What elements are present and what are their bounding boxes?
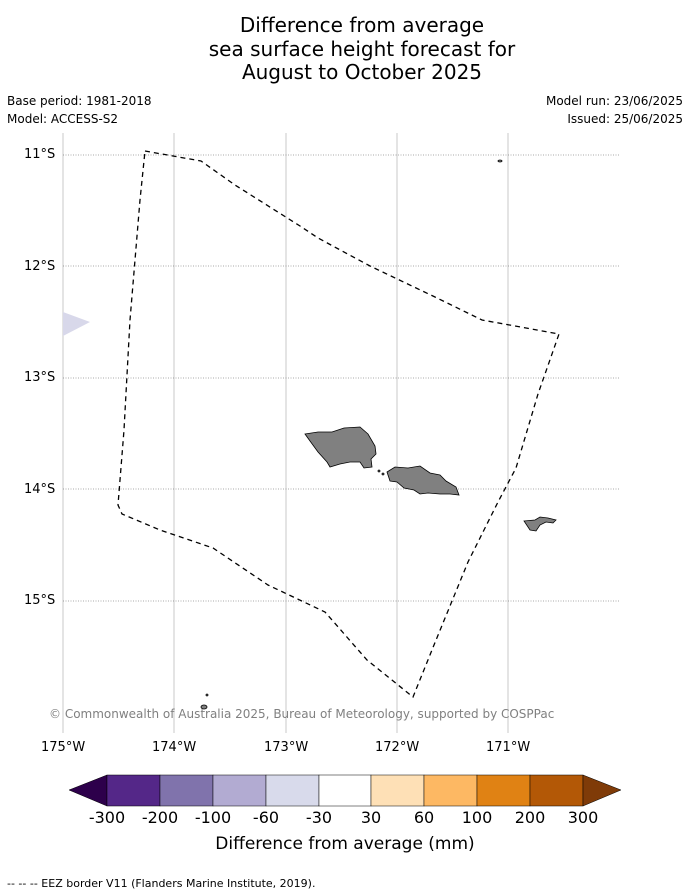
eez-footnote: -- -- -- EEZ border V11 (Flanders Marine… (7, 877, 316, 890)
colorbar-label-1: -300 (88, 808, 126, 827)
islet-apolima (377, 469, 381, 473)
anomaly-shading-patch (63, 312, 90, 336)
lat-tick-15s: 15°S (24, 593, 56, 608)
colorbar-label-7: 60 (413, 808, 435, 827)
base-period: Base period: 1981-2018 (7, 94, 152, 108)
colorbar-bin-4 (265, 774, 320, 807)
colorbar-label-2: -200 (141, 808, 179, 827)
land (200, 159, 557, 710)
island-tutuila (523, 516, 557, 532)
islet-manono (381, 472, 385, 476)
islet-south-2 (205, 693, 209, 697)
lon-tick-174w: 174°W (152, 740, 197, 755)
colorbar-label-3: -100 (194, 808, 232, 827)
lat-tick-14s: 14°S (24, 482, 56, 497)
meta-left: Base period: 1981-2018 Model: ACCESS-S2 (7, 94, 152, 130)
eez-boundary (117, 150, 560, 699)
colorbar-extend-high (582, 774, 622, 807)
colorbar-bin-2 (159, 774, 214, 807)
colorbar-label-9: 200 (514, 808, 546, 827)
lat-tick-11s: 11°S (24, 147, 56, 162)
colorbar-label-6: 30 (360, 808, 382, 827)
colorbar-bin-7 (423, 774, 478, 807)
title-line-2: sea surface height forecast for (208, 36, 516, 61)
title-line-3: August to October 2025 (241, 60, 483, 84)
lon-tick-173w: 173°W (264, 740, 309, 755)
colorbar-label-5: -30 (305, 808, 333, 827)
colorbar-bin-6 (370, 774, 425, 807)
lat-tick-13s: 13°S (24, 370, 56, 385)
island-savaii (304, 426, 377, 469)
graticule (62, 133, 509, 733)
lon-tick-172w: 172°W (375, 740, 420, 755)
colorbar-bin-1 (106, 774, 161, 807)
lon-tick-175w: 175°W (41, 740, 86, 755)
colorbar-bin-8 (476, 774, 531, 807)
model-name: Model: ACCESS-S2 (7, 112, 119, 126)
colorbar (68, 774, 622, 807)
meta-right: Model run: 23/06/2025 Issued: 25/06/2025 (546, 94, 683, 130)
title-line-1: Difference from average (239, 13, 485, 37)
parallels (63, 154, 620, 602)
copyright-notice: © Commonwealth of Australia 2025, Bureau… (49, 707, 555, 721)
colorbar-bin-9 (529, 774, 584, 807)
colorbar-extend-low (68, 774, 108, 807)
colorbar-label-4: -60 (252, 808, 280, 827)
colorbar-bin-5 (318, 774, 372, 807)
model-run: Model run: 23/06/2025 (545, 94, 683, 108)
island-upolu (386, 465, 460, 496)
colorbar-label-10: 300 (567, 808, 599, 827)
colorbar-title: Difference from average (mm) (215, 834, 475, 854)
lon-tick-171w: 171°W (486, 740, 531, 755)
issued-date: Issued: 25/06/2025 (567, 112, 683, 126)
islet-north (497, 159, 503, 163)
lat-tick-12s: 12°S (24, 259, 56, 274)
islet-south (200, 704, 208, 710)
colorbar-bin-3 (212, 774, 267, 807)
colorbar-label-8: 100 (461, 808, 493, 827)
chart-title: Difference from average sea surface heig… (0, 13, 690, 85)
